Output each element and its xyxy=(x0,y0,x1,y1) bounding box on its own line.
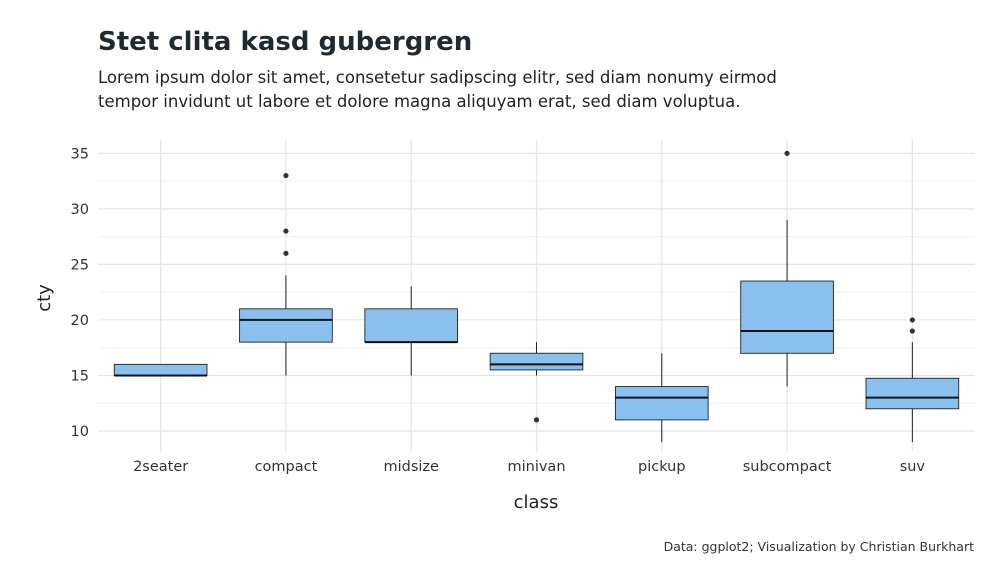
x-tick-label: suv xyxy=(900,459,926,475)
y-axis-title: cty xyxy=(34,284,55,312)
y-tick-label: 15 xyxy=(71,368,89,384)
y-tick-label: 20 xyxy=(71,313,89,329)
x-tick-label: midsize xyxy=(383,459,439,475)
x-tick-label: minivan xyxy=(507,459,565,475)
box-2seater xyxy=(113,363,208,376)
box-compact xyxy=(239,308,333,343)
x-tick-label: 2seater xyxy=(133,459,188,475)
box-layer xyxy=(113,150,960,443)
outlier-point xyxy=(283,228,289,234)
box-suv xyxy=(865,377,960,410)
box-midsize xyxy=(364,308,459,343)
y-tick-label: 10 xyxy=(71,424,89,440)
axis-layer: 10 15 20 25 30 35 2seater compact midsize minivan… xyxy=(71,146,926,475)
grid-layer xyxy=(98,140,975,451)
chart-caption: Data: ggplot2; Visualization by Christia… xyxy=(663,539,974,554)
y-tick-label: 35 xyxy=(71,146,89,162)
y-tick-label: 25 xyxy=(71,257,89,273)
x-tick-label: pickup xyxy=(638,459,686,475)
outlier-point xyxy=(283,172,289,179)
outlier-point xyxy=(784,150,790,156)
outlier-point xyxy=(533,417,540,423)
box-pickup xyxy=(614,386,709,421)
x-tick-label: compact xyxy=(255,459,318,475)
y-tick-label: 30 xyxy=(71,202,89,218)
outlier-point xyxy=(909,317,915,323)
x-tick-label: subcompact xyxy=(743,459,832,475)
chart-title: Stet clita kasd gubergren xyxy=(98,27,473,57)
outlier-point xyxy=(909,328,915,334)
box-minivan xyxy=(489,352,584,371)
x-axis-title: class xyxy=(514,492,559,513)
chart-subtitle: Lorem ipsum dolor sit amet, consetetur s… xyxy=(98,68,777,111)
box-subcompact xyxy=(740,280,834,354)
outlier-point xyxy=(283,250,289,256)
